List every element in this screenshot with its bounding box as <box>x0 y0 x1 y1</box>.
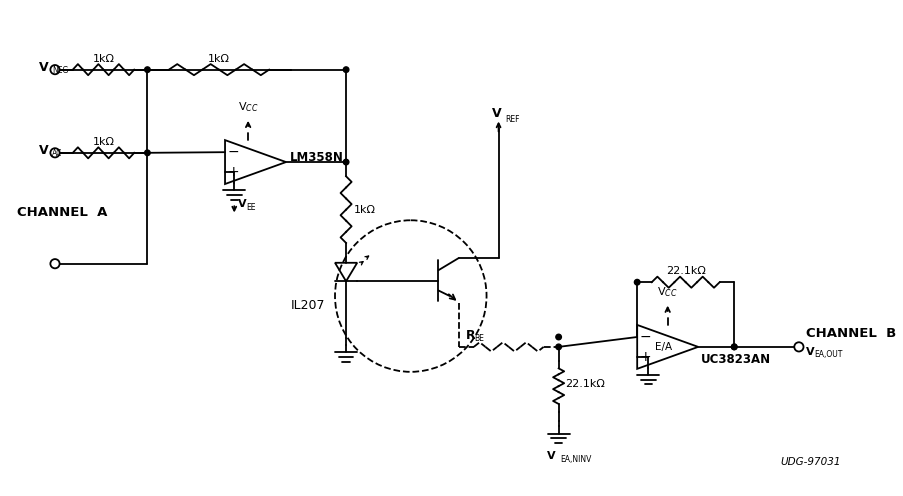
Circle shape <box>634 279 639 285</box>
Text: EE: EE <box>246 202 256 212</box>
Text: +: + <box>639 350 650 364</box>
Text: V: V <box>805 347 814 357</box>
Circle shape <box>343 67 349 72</box>
Text: V: V <box>39 62 49 74</box>
Circle shape <box>144 150 150 156</box>
Text: +: + <box>228 165 239 179</box>
Text: EA,NINV: EA,NINV <box>560 455 591 464</box>
Text: 22.1kΩ: 22.1kΩ <box>665 266 705 276</box>
Text: V$_{CC}$: V$_{CC}$ <box>237 100 258 114</box>
Text: EA,OUT: EA,OUT <box>814 350 842 359</box>
Text: E/A: E/A <box>655 342 672 352</box>
Text: IL207: IL207 <box>291 299 325 312</box>
Text: 1kΩ: 1kΩ <box>353 205 375 215</box>
Text: CHANNEL  A: CHANNEL A <box>17 206 107 219</box>
Text: NEG: NEG <box>52 66 69 75</box>
Text: UC3823AN: UC3823AN <box>700 353 770 367</box>
Circle shape <box>731 344 736 350</box>
Text: UDG-97031: UDG-97031 <box>779 457 840 467</box>
Text: V: V <box>546 451 555 461</box>
Text: R: R <box>466 329 475 342</box>
Text: V: V <box>39 144 49 157</box>
Text: 1kΩ: 1kΩ <box>92 137 115 147</box>
Text: 1kΩ: 1kΩ <box>208 54 229 63</box>
Text: REF: REF <box>505 115 519 124</box>
Circle shape <box>343 159 349 165</box>
Circle shape <box>555 334 561 340</box>
Text: BE: BE <box>474 334 484 343</box>
Text: LM358N: LM358N <box>289 151 343 164</box>
Text: −: − <box>639 330 650 344</box>
Text: −: − <box>228 145 239 159</box>
Circle shape <box>555 344 561 350</box>
Circle shape <box>731 344 736 350</box>
Circle shape <box>144 67 150 72</box>
Text: V: V <box>491 108 501 121</box>
Text: AC: AC <box>52 149 62 158</box>
Text: 1kΩ: 1kΩ <box>92 54 115 63</box>
Text: V: V <box>237 199 247 209</box>
Text: CHANNEL  B: CHANNEL B <box>805 327 896 340</box>
Text: V$_{CC}$: V$_{CC}$ <box>656 285 677 299</box>
Text: 22.1kΩ: 22.1kΩ <box>564 379 604 389</box>
